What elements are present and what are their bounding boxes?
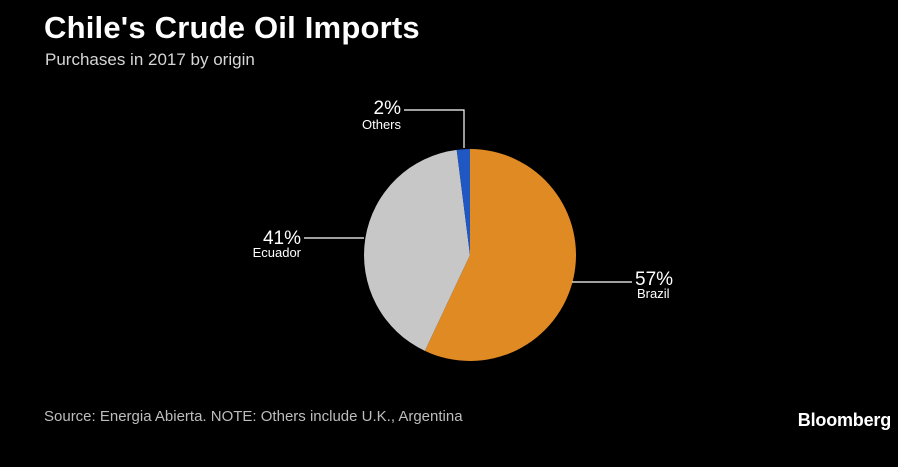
slice-name-label-others: Others — [362, 117, 402, 132]
slice-name-label-brazil: Brazil — [637, 286, 670, 301]
slice-name-label-ecuador: Ecuador — [253, 245, 302, 260]
pie-slice-brazil — [424, 148, 577, 362]
leader-lines — [304, 109, 632, 283]
slice-value-label-brazil: 57% — [635, 269, 673, 290]
leader-line-others — [404, 109, 465, 148]
slice-value-label-ecuador: 41% — [263, 228, 301, 249]
slice-value-label-others: 2% — [374, 98, 402, 119]
chart-subtitle: Purchases in 2017 by origin — [45, 50, 255, 69]
pie-slice-ecuador — [364, 149, 470, 351]
slice-labels: 57%Brazil 41%Ecuador 2%Others — [253, 98, 674, 301]
chart-title: Chile's Crude Oil Imports — [44, 10, 420, 45]
pie-slices — [364, 148, 577, 362]
bloomberg-logo: Bloomberg — [797, 410, 891, 430]
pie-slice-others — [456, 149, 470, 255]
source-note: Source: Energia Abierta. NOTE: Others in… — [44, 408, 463, 425]
